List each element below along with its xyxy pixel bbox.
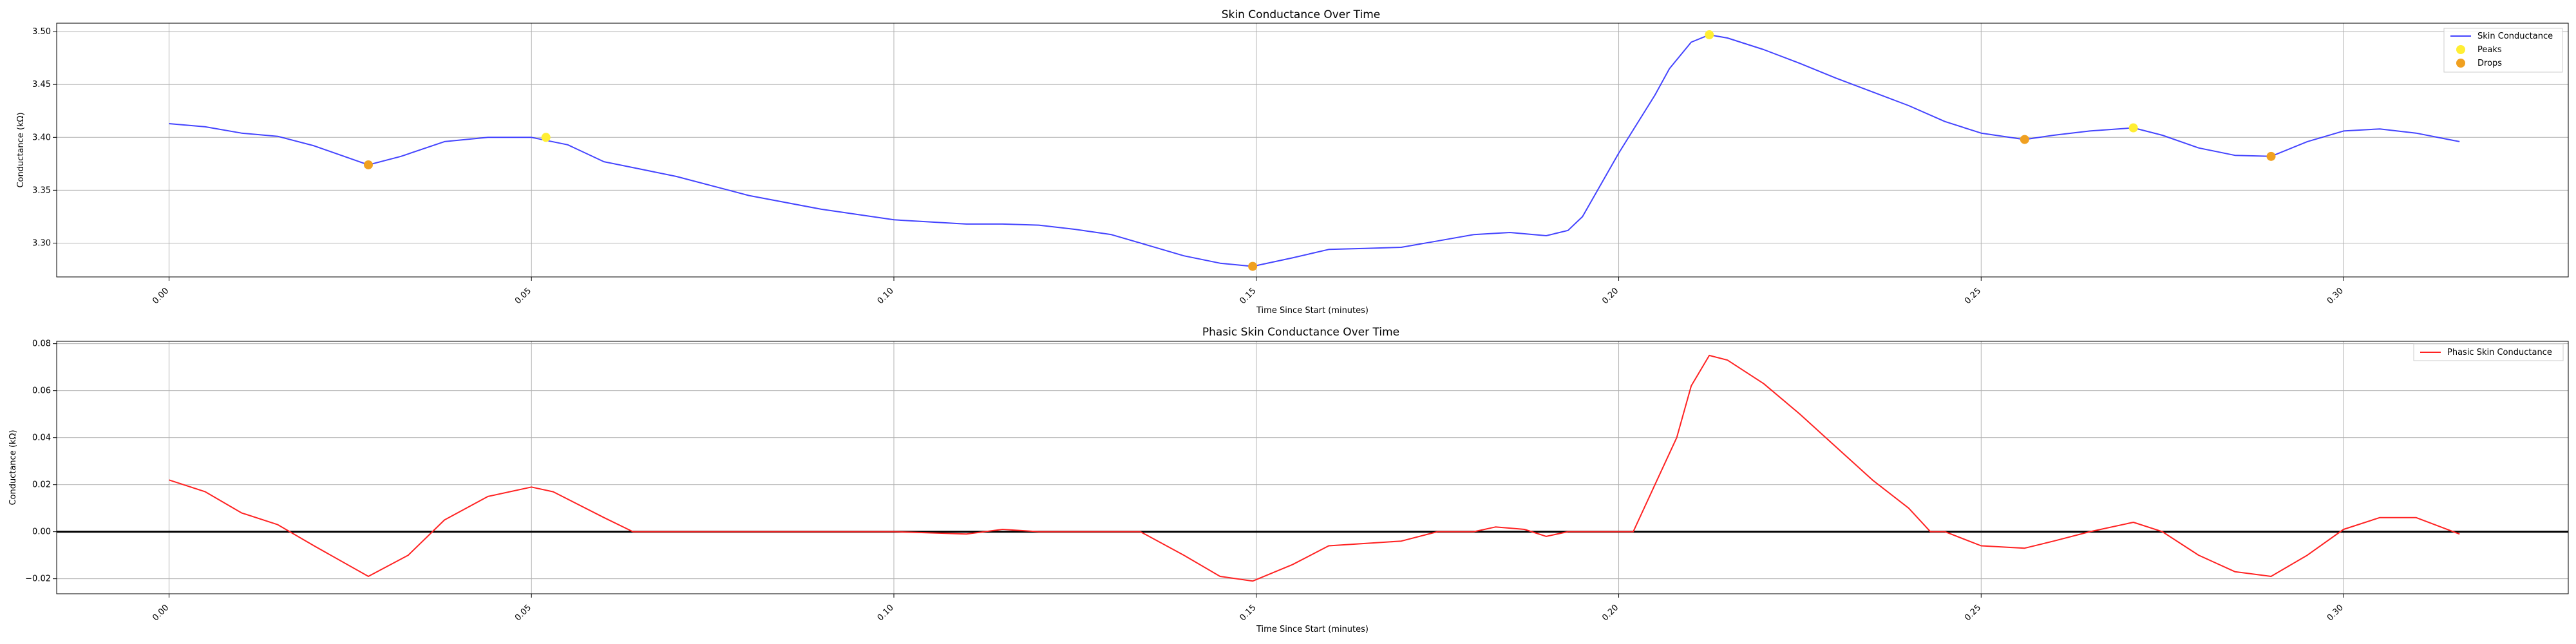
legend-label-peaks: Peaks — [2477, 45, 2502, 55]
y-tick-label: 3.30 — [32, 238, 51, 248]
y-tick-label: 0.04 — [32, 433, 51, 443]
legend-label-drops: Drops — [2477, 59, 2502, 68]
plot-title: Skin Conductance Over Time — [1222, 8, 1380, 21]
y-axis-label: Conductance (kΩ) — [16, 112, 26, 187]
legend-peaks-swatch — [2456, 45, 2465, 54]
plot-title: Phasic Skin Conductance Over Time — [1202, 326, 1399, 339]
axes-frame — [56, 23, 2569, 278]
y-tick-label: 0.06 — [32, 386, 51, 396]
series-layer — [169, 354, 2460, 582]
y-tick-label: 0.08 — [32, 339, 51, 349]
skin-conductance-plot: Skin Conductance Over Time 0.00 0.05 0.10 0… — [16, 8, 2569, 316]
peak-marker — [1705, 30, 1714, 40]
peak-marker — [541, 133, 551, 142]
axes-frame — [56, 341, 2569, 594]
y-axis-label: Conductance (kΩ) — [8, 430, 18, 505]
series-layer — [169, 34, 2460, 267]
y-axis-ticks: 3.30 3.35 3.40 3.45 3.50 — [32, 27, 57, 248]
y-tick-label: 3.50 — [32, 27, 51, 37]
legend: Phasic Skin Conductance — [2413, 343, 2564, 361]
y-axis-ticks: −0.02 0.00 0.02 0.04 0.06 0.08 — [25, 339, 57, 584]
series-line — [169, 354, 2460, 582]
drop-marker — [2266, 151, 2276, 161]
y-tick-label: 3.35 — [32, 185, 51, 195]
y-tick-label: 0.02 — [32, 480, 51, 490]
legend-drops-swatch — [2456, 59, 2465, 68]
drop-marker — [1248, 261, 1258, 271]
legend-label-skin-conductance: Skin Conductance — [2477, 32, 2553, 41]
drop-marker — [2020, 135, 2029, 144]
y-tick-label: −0.02 — [25, 574, 51, 584]
legend-label-phasic: Phasic Skin Conductance — [2447, 348, 2552, 357]
marker-layer — [363, 30, 2276, 271]
grid-lines — [57, 23, 2568, 277]
drop-marker — [363, 160, 373, 169]
y-tick-label: 0.00 — [32, 527, 51, 537]
y-tick-label: 3.40 — [32, 133, 51, 142]
legend: Skin Conductance Peaks Drops — [2443, 28, 2563, 73]
x-axis-label: Time Since Start (minutes) — [1256, 625, 1368, 634]
series-line — [169, 34, 2460, 267]
x-axis-label: Time Since Start (minutes) — [1256, 306, 1368, 316]
legend-box — [2413, 343, 2564, 361]
y-tick-label: 3.45 — [32, 80, 51, 90]
peak-marker — [2128, 123, 2138, 133]
